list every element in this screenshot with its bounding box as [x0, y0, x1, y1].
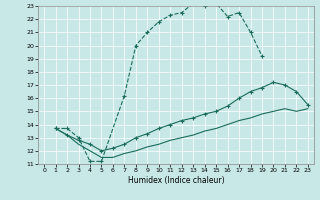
- X-axis label: Humidex (Indice chaleur): Humidex (Indice chaleur): [128, 176, 224, 185]
